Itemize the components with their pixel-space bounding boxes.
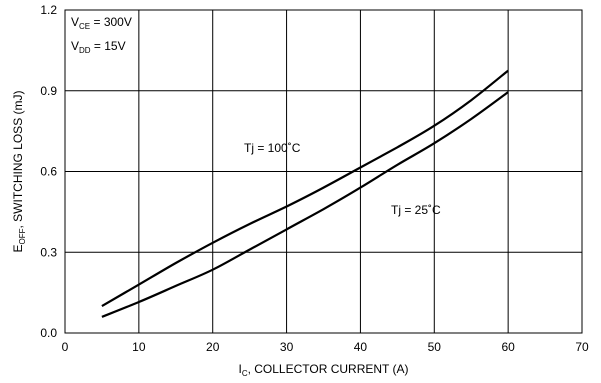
grid <box>65 10 582 333</box>
x-tick-label: 10 <box>132 340 146 354</box>
x-axis-title: IC, COLLECTOR CURRENT (A) <box>238 362 408 378</box>
x-tick-label: 70 <box>575 340 589 354</box>
test-condition: VCE = 300V <box>71 15 132 31</box>
x-tick-label: 20 <box>206 340 220 354</box>
tj-100c-label: Tj = 100˚C <box>244 141 301 155</box>
tj-25c-curve <box>101 91 509 318</box>
tj-25c-label: Tj = 25˚C <box>391 203 441 217</box>
y-tick-label: 0.3 <box>40 245 57 259</box>
x-tick-labels: 0 10 20 30 40 50 60 70 <box>62 340 589 354</box>
y-tick-labels: 0.0 0.3 0.6 0.9 1.2 <box>40 3 57 340</box>
tj-100c-curve <box>101 69 509 308</box>
y-tick-label: 0.9 <box>40 84 57 98</box>
x-tick-label: 40 <box>354 340 368 354</box>
test-condition: VDD = 15V <box>71 39 126 55</box>
series-layer <box>101 69 509 318</box>
y-tick-label: 0.0 <box>40 326 57 340</box>
plot-frame <box>64 9 583 334</box>
series-labels: Tj = 100˚C Tj = 25˚C <box>244 141 441 217</box>
x-tick-label: 60 <box>501 340 515 354</box>
y-tick-label: 0.6 <box>40 165 57 179</box>
y-axis-title: EOFF, SWITCHING LOSS (mJ) <box>11 90 27 252</box>
test-conditions: VCE = 300V VDD = 15V <box>71 15 132 55</box>
x-tick-label: 50 <box>428 340 442 354</box>
y-tick-label: 1.2 <box>40 3 57 17</box>
x-tick-label: 0 <box>62 340 69 354</box>
x-tick-label: 30 <box>280 340 294 354</box>
